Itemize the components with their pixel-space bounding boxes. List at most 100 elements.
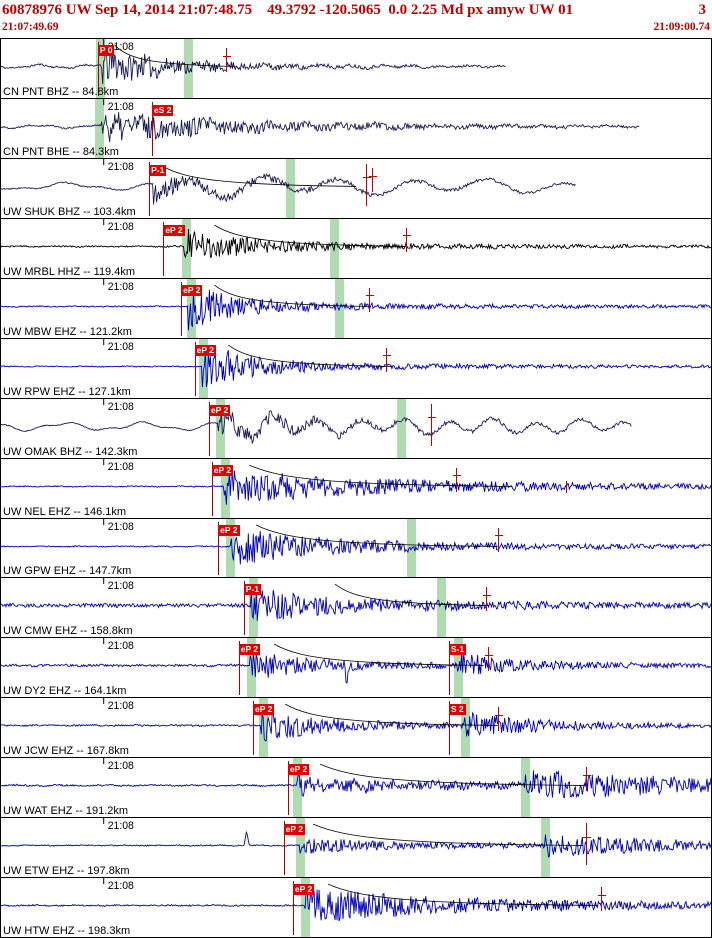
predicted-arrival-marker[interactable]: [494, 527, 503, 552]
phase-pick-flag[interactable]: eP 2: [253, 704, 275, 716]
phase-pick-flag[interactable]: S-1: [448, 644, 467, 656]
trace-panel-cn-pnt-bhe[interactable]: 21:08 eS 2 CN PNT BHE -- 84.3km: [0, 98, 712, 159]
coda-decay-curve: [214, 284, 370, 307]
arrival-window-highlight: [406, 518, 416, 578]
phase-pick-flag[interactable]: eP 2: [283, 824, 305, 836]
trace-panel-cn-pnt-bhz[interactable]: 21:08 P 0 CN PNT BHZ -- 84.8km: [0, 38, 712, 99]
trace-panel-uw-dy2-ehz[interactable]: 21:08 eP 2 S-1 UW DY2 EHZ -- 164.1km: [0, 638, 712, 699]
waveform-trace: [1, 888, 711, 922]
station-label: CN PNT BHZ -- 84.8km: [3, 85, 119, 98]
phase-pick-flag[interactable]: eP 2: [194, 344, 216, 356]
minute-tick-label: 21:08: [108, 760, 134, 772]
predicted-arrival-marker[interactable]: [583, 767, 592, 792]
phase-pick-flag[interactable]: eP 2: [287, 764, 310, 776]
phase-pick-line: [287, 761, 289, 816]
minute-tick-label: 21:08: [108, 521, 134, 533]
phase-pick-flag[interactable]: eP 2: [218, 524, 240, 536]
waveform-trace: [1, 590, 711, 622]
predicted-arrival-marker[interactable]: [452, 467, 461, 492]
waveform-canvas[interactable]: 21:08: [1, 39, 711, 98]
waveform-canvas[interactable]: 21:08: [1, 218, 711, 278]
phase-pick-line: [208, 401, 210, 456]
phase-pick-line: [163, 221, 165, 276]
predicted-arrival-marker[interactable]: [566, 480, 568, 493]
predicted-arrival-marker[interactable]: [583, 823, 592, 866]
phase-pick-flag[interactable]: P-1: [149, 164, 167, 176]
station-label: UW RPW EHZ -- 127.1km: [3, 385, 131, 398]
predicted-arrival-marker[interactable]: [383, 347, 392, 372]
predicted-arrival-marker[interactable]: [482, 587, 491, 612]
trace-panel-uw-rpw-ehz[interactable]: 21:08 eP 2 UW RPW EHZ -- 127.1km: [0, 338, 712, 399]
predicted-arrival-marker[interactable]: [598, 887, 607, 912]
phase-pick-flag[interactable]: eP 2: [238, 644, 261, 656]
minute-tick-label: 21:08: [108, 700, 134, 712]
coda-decay-curve: [256, 524, 498, 547]
waveform-canvas[interactable]: 21:08: [1, 398, 711, 458]
phase-pick-line: [194, 341, 196, 396]
waveform-canvas[interactable]: 21:08: [1, 578, 711, 637]
phase-pick-flag[interactable]: S 2: [448, 704, 466, 716]
predicted-arrival-marker[interactable]: [485, 647, 493, 672]
trace-panel-uw-mbw-ehz[interactable]: 21:08 eP 2 UW MBW EHZ -- 121.2km: [0, 278, 712, 339]
predicted-arrival-marker[interactable]: [366, 287, 375, 312]
phase-pick-flag[interactable]: eP 2: [211, 464, 234, 476]
trace-panel-uw-wat-ehz[interactable]: 21:08 eP 2 UW WAT EHZ -- 191.2km: [0, 758, 712, 819]
phase-pick-flag[interactable]: eP 2: [292, 884, 315, 896]
phase-pick-flag[interactable]: eP 2: [181, 284, 203, 296]
waveform-canvas[interactable]: 21:08: [1, 278, 711, 338]
trace-panel-uw-mrbl-hhz[interactable]: 21:08 eP 2 UW MRBL HHZ -- 119.4km: [0, 218, 712, 279]
trace-panel-uw-etw-ehz[interactable]: 21:08 eP 2 UW ETW EHZ -- 197.8km: [0, 818, 712, 879]
waveform-trace: [1, 409, 632, 444]
waveform-trace: [1, 530, 711, 564]
arrival-window-highlight: [182, 218, 192, 278]
minute-tick-label: 21:08: [108, 461, 134, 473]
arrival-window-highlight: [330, 218, 340, 278]
phase-pick-line: [292, 881, 294, 936]
trace-panel-uw-cmw-ehz[interactable]: 21:08 P-1 UW CMW EHZ -- 158.8km: [0, 578, 712, 639]
waveform-canvas[interactable]: 21:08: [1, 158, 711, 218]
predicted-arrival-marker[interactable]: [494, 707, 503, 732]
trace-panel-uw-shuk-bhz[interactable]: 21:08 P-1 UW SHUK BHZ -- 103.4km: [0, 158, 712, 219]
station-label: UW OMAK BHZ -- 142.3km: [3, 445, 138, 458]
trace-panel-uw-omak-bhz[interactable]: 21:08 eP 2 UW OMAK BHZ -- 142.3km: [0, 398, 712, 459]
predicted-arrival-marker[interactable]: [428, 403, 437, 446]
waveform-canvas[interactable]: 21:08: [1, 638, 711, 697]
waveform-canvas[interactable]: 21:08: [1, 878, 711, 937]
waveform-trace: [1, 46, 506, 85]
arrival-window-highlight: [96, 39, 106, 98]
station-label: UW SHUK BHZ -- 103.4km: [3, 205, 136, 218]
waveform-canvas[interactable]: 21:08: [1, 818, 711, 877]
predicted-arrival-marker[interactable]: [222, 48, 231, 72]
waveform-canvas[interactable]: 21:08: [1, 758, 711, 817]
minute-tick-label: 21:08: [108, 581, 134, 593]
trace-panel-uw-htw-ehz[interactable]: 21:08 eP 2 UW HTW EHZ -- 198.3km: [0, 878, 712, 938]
station-label: UW JCW EHZ -- 167.8km: [3, 745, 129, 758]
waveform-canvas[interactable]: 21:08: [1, 98, 711, 158]
minute-tick-label: 21:08: [108, 281, 134, 293]
predicted-arrival-marker[interactable]: [368, 167, 377, 192]
phase-pick-flag[interactable]: P 0: [97, 45, 115, 56]
arrival-window-highlight: [301, 878, 311, 938]
predicted-arrival-marker[interactable]: [403, 227, 412, 252]
waveform-canvas[interactable]: 21:08: [1, 518, 711, 578]
arrival-window-highlight: [541, 818, 551, 878]
phase-pick-line: [448, 641, 450, 696]
phase-pick-flag[interactable]: eS 2: [151, 104, 174, 116]
predicted-arrival-marker[interactable]: [363, 163, 372, 206]
arrival-window-highlight: [520, 758, 530, 818]
phase-pick-flag[interactable]: P-1: [243, 584, 262, 596]
arrival-window-highlight: [248, 578, 258, 638]
trace-panel-uw-gpw-ehz[interactable]: 21:08 eP 2 UW GPW EHZ -- 147.7km: [0, 518, 712, 579]
trace-panel-uw-jcw-ehz[interactable]: 21:08 eP 2 S 2 UW JCW EHZ -- 167.8km: [0, 698, 712, 759]
minute-tick-label: 21:08: [108, 221, 134, 233]
waveform-canvas[interactable]: 21:08: [1, 458, 711, 518]
station-label: UW CMW EHZ -- 158.8km: [3, 625, 133, 638]
event-header-line2: 21:07:49.69 21:09:00.74: [0, 20, 712, 34]
trace-panel-uw-nel-ehz[interactable]: 21:08 eP 2 UW NEL EHZ -- 146.1km: [0, 458, 712, 519]
waveform-canvas[interactable]: 21:08: [1, 338, 711, 398]
coda-decay-curve: [327, 883, 598, 906]
phase-pick-flag[interactable]: eP 2: [208, 404, 231, 416]
phase-pick-flag[interactable]: eP 2: [163, 224, 185, 236]
arrival-window-highlight: [198, 338, 208, 398]
